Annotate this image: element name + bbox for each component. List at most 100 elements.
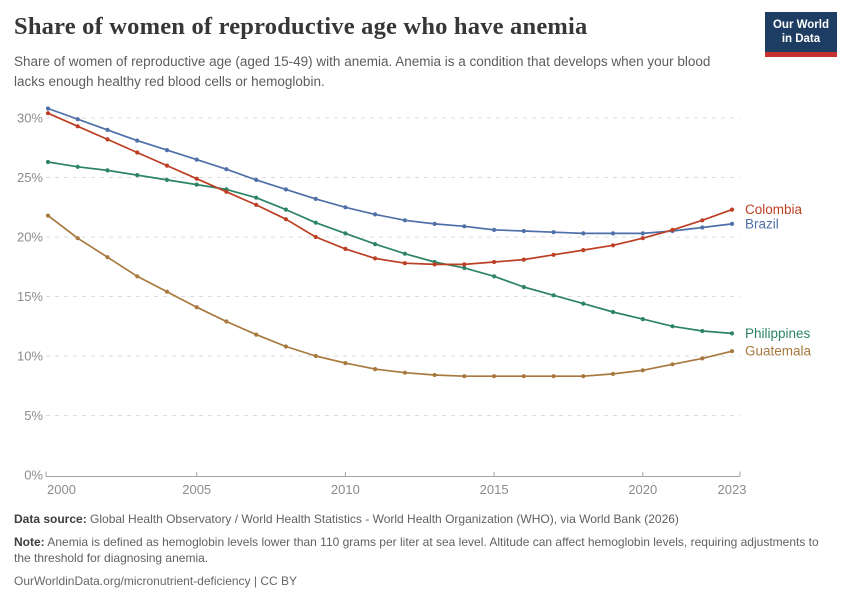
data-point-colombia[interactable] — [610, 243, 616, 248]
data-point-colombia[interactable] — [640, 236, 645, 241]
data-point-brazil[interactable] — [164, 148, 170, 153]
data-point-colombia[interactable] — [164, 163, 170, 168]
data-point-brazil[interactable] — [254, 177, 259, 182]
data-point-colombia[interactable] — [75, 124, 80, 129]
data-point-philippines[interactable] — [254, 195, 259, 200]
series-label-philippines[interactable]: Philippines — [745, 326, 811, 341]
data-point-guatemala[interactable] — [402, 370, 407, 375]
data-point-guatemala[interactable] — [462, 374, 467, 379]
data-point-philippines[interactable] — [551, 293, 556, 298]
data-point-guatemala[interactable] — [343, 361, 348, 366]
data-point-philippines[interactable] — [45, 159, 51, 165]
data-point-brazil[interactable] — [521, 228, 526, 234]
citation-link[interactable]: OurWorldinData.org/micronutrient-deficie… — [14, 573, 297, 588]
data-point-guatemala[interactable] — [254, 332, 259, 337]
data-point-brazil[interactable] — [135, 138, 140, 143]
data-point-brazil[interactable] — [462, 224, 467, 229]
data-point-colombia[interactable] — [194, 176, 199, 181]
data-point-guatemala[interactable] — [164, 289, 170, 294]
data-point-philippines[interactable] — [343, 231, 348, 236]
data-point-philippines[interactable] — [640, 317, 645, 322]
data-point-philippines[interactable] — [521, 284, 526, 290]
data-point-guatemala[interactable] — [551, 374, 556, 379]
data-point-guatemala[interactable] — [670, 362, 675, 367]
data-point-colombia[interactable] — [729, 207, 735, 212]
data-point-brazil[interactable] — [313, 196, 318, 201]
data-point-guatemala[interactable] — [610, 371, 616, 376]
data-point-brazil[interactable] — [551, 230, 556, 235]
data-point-guatemala[interactable] — [581, 374, 586, 379]
data-point-guatemala[interactable] — [224, 319, 229, 324]
data-point-philippines[interactable] — [729, 331, 735, 336]
series-label-colombia[interactable]: Colombia — [745, 202, 803, 217]
data-point-philippines[interactable] — [462, 265, 467, 270]
data-point-guatemala[interactable] — [432, 372, 437, 378]
data-point-colombia[interactable] — [521, 257, 526, 262]
data-point-philippines[interactable] — [164, 177, 170, 182]
data-point-philippines[interactable] — [135, 173, 140, 178]
data-point-brazil[interactable] — [581, 231, 586, 236]
data-point-guatemala[interactable] — [373, 367, 378, 372]
data-point-brazil[interactable] — [75, 117, 80, 122]
data-point-colombia[interactable] — [402, 261, 407, 266]
series-label-brazil[interactable]: Brazil — [745, 216, 779, 231]
data-point-brazil[interactable] — [105, 127, 110, 132]
data-point-colombia[interactable] — [581, 248, 586, 253]
data-point-brazil[interactable] — [700, 225, 705, 230]
series-label-guatemala[interactable]: Guatemala — [745, 344, 812, 359]
line-colombia[interactable] — [47, 112, 733, 266]
data-point-brazil[interactable] — [492, 227, 497, 232]
data-point-philippines[interactable] — [75, 164, 80, 169]
data-point-guatemala[interactable] — [135, 274, 140, 279]
data-point-brazil[interactable] — [432, 221, 437, 226]
data-point-colombia[interactable] — [670, 227, 675, 232]
data-point-philippines[interactable] — [194, 182, 199, 187]
data-point-colombia[interactable] — [105, 137, 110, 142]
data-point-guatemala[interactable] — [521, 374, 526, 379]
data-point-guatemala[interactable] — [283, 344, 288, 349]
data-point-colombia[interactable] — [343, 246, 348, 251]
data-point-colombia[interactable] — [700, 218, 705, 223]
data-point-colombia[interactable] — [373, 256, 378, 261]
data-point-guatemala[interactable] — [640, 368, 645, 373]
data-point-philippines[interactable] — [373, 242, 378, 247]
data-point-philippines[interactable] — [700, 328, 705, 334]
data-point-colombia[interactable] — [551, 252, 556, 257]
data-point-guatemala[interactable] — [194, 305, 199, 310]
data-point-colombia[interactable] — [432, 262, 437, 267]
data-point-brazil[interactable] — [45, 106, 51, 111]
data-point-brazil[interactable] — [373, 212, 378, 217]
data-point-brazil[interactable] — [283, 187, 288, 192]
owid-logo[interactable]: Our World in Data — [764, 12, 837, 57]
data-point-philippines[interactable] — [402, 251, 407, 256]
data-point-colombia[interactable] — [492, 259, 497, 265]
data-point-brazil[interactable] — [610, 231, 616, 236]
data-point-guatemala[interactable] — [75, 236, 80, 241]
data-point-colombia[interactable] — [135, 150, 140, 155]
data-point-brazil[interactable] — [640, 231, 645, 236]
line-guatemala[interactable] — [47, 214, 733, 378]
data-point-brazil[interactable] — [402, 218, 407, 223]
data-point-guatemala[interactable] — [700, 356, 705, 361]
line-chart-canvas[interactable]: 0% 5% 10% 15% 20% 25% 30% 2000 2005 2010 2015 2020 2… — [0, 0, 850, 505]
data-point-guatemala[interactable] — [492, 374, 497, 379]
data-point-guatemala[interactable] — [313, 353, 318, 359]
data-point-philippines[interactable] — [492, 274, 497, 279]
data-point-guatemala[interactable] — [729, 349, 735, 354]
data-point-colombia[interactable] — [313, 234, 318, 240]
data-point-guatemala[interactable] — [105, 255, 110, 260]
data-point-philippines[interactable] — [610, 309, 616, 315]
data-point-colombia[interactable] — [254, 202, 259, 207]
data-point-philippines[interactable] — [105, 168, 110, 173]
data-point-colombia[interactable] — [224, 189, 229, 194]
data-point-colombia[interactable] — [462, 262, 467, 267]
data-point-brazil[interactable] — [343, 205, 348, 210]
data-point-brazil[interactable] — [729, 221, 735, 226]
data-point-guatemala[interactable] — [45, 213, 51, 218]
data-point-colombia[interactable] — [283, 217, 288, 222]
data-point-colombia[interactable] — [45, 111, 51, 116]
data-point-philippines[interactable] — [313, 220, 318, 225]
line-philippines[interactable] — [47, 161, 733, 335]
data-point-brazil[interactable] — [194, 157, 199, 162]
data-point-philippines[interactable] — [283, 207, 288, 212]
